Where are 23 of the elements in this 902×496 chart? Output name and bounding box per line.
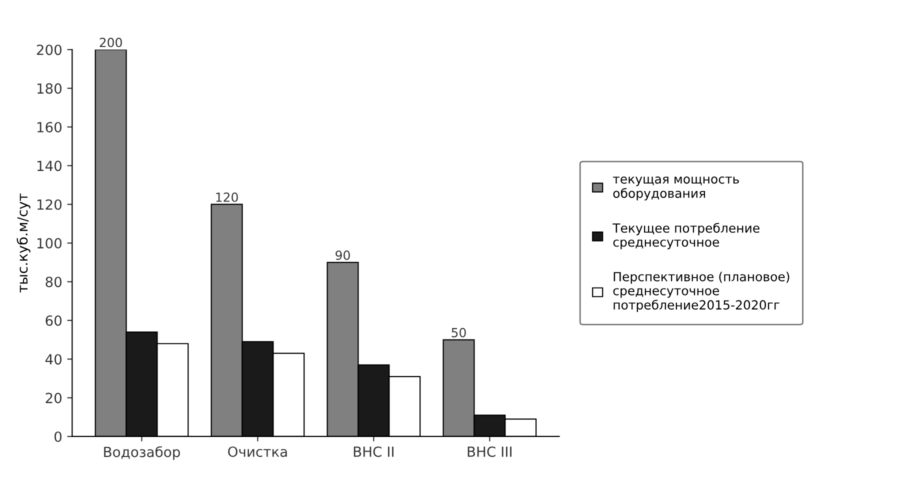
y-tick-label: 60 xyxy=(46,315,62,326)
y-tick-label: 140 xyxy=(37,160,62,172)
data-label: 200 xyxy=(100,38,122,48)
y-tick-label: 100 xyxy=(37,238,62,249)
x-tick-label: Очистка xyxy=(228,446,287,457)
x-tick-label: ВНС III xyxy=(468,446,512,457)
data-label: 120 xyxy=(216,192,238,202)
y-tick-label: 160 xyxy=(37,122,62,132)
y-tick-label: 20 xyxy=(46,392,62,404)
legend-label: Перспективное (плановое) среднесуточное потребление2015-2020гг xyxy=(613,272,790,312)
data-label: 90 xyxy=(336,250,350,260)
legend-label: текущая мощность оборудования xyxy=(612,176,739,200)
y-tick-label: 200 xyxy=(36,44,62,56)
data-label: 50 xyxy=(452,328,466,338)
y-tick-label: 120 xyxy=(37,199,62,210)
x-tick-label: ВНС II xyxy=(354,446,394,457)
y-tick-label: 80 xyxy=(46,276,62,288)
y-tick-label: 180 xyxy=(37,83,62,94)
x-tick-label: Водозабор xyxy=(104,446,180,460)
y-tick-label: 40 xyxy=(45,354,62,365)
legend-label: Текущее потребление среднесуточное xyxy=(612,222,760,250)
y-tick-label: 0 xyxy=(54,431,62,442)
y-axis-title: тыс.куб.м/сут xyxy=(16,194,30,293)
